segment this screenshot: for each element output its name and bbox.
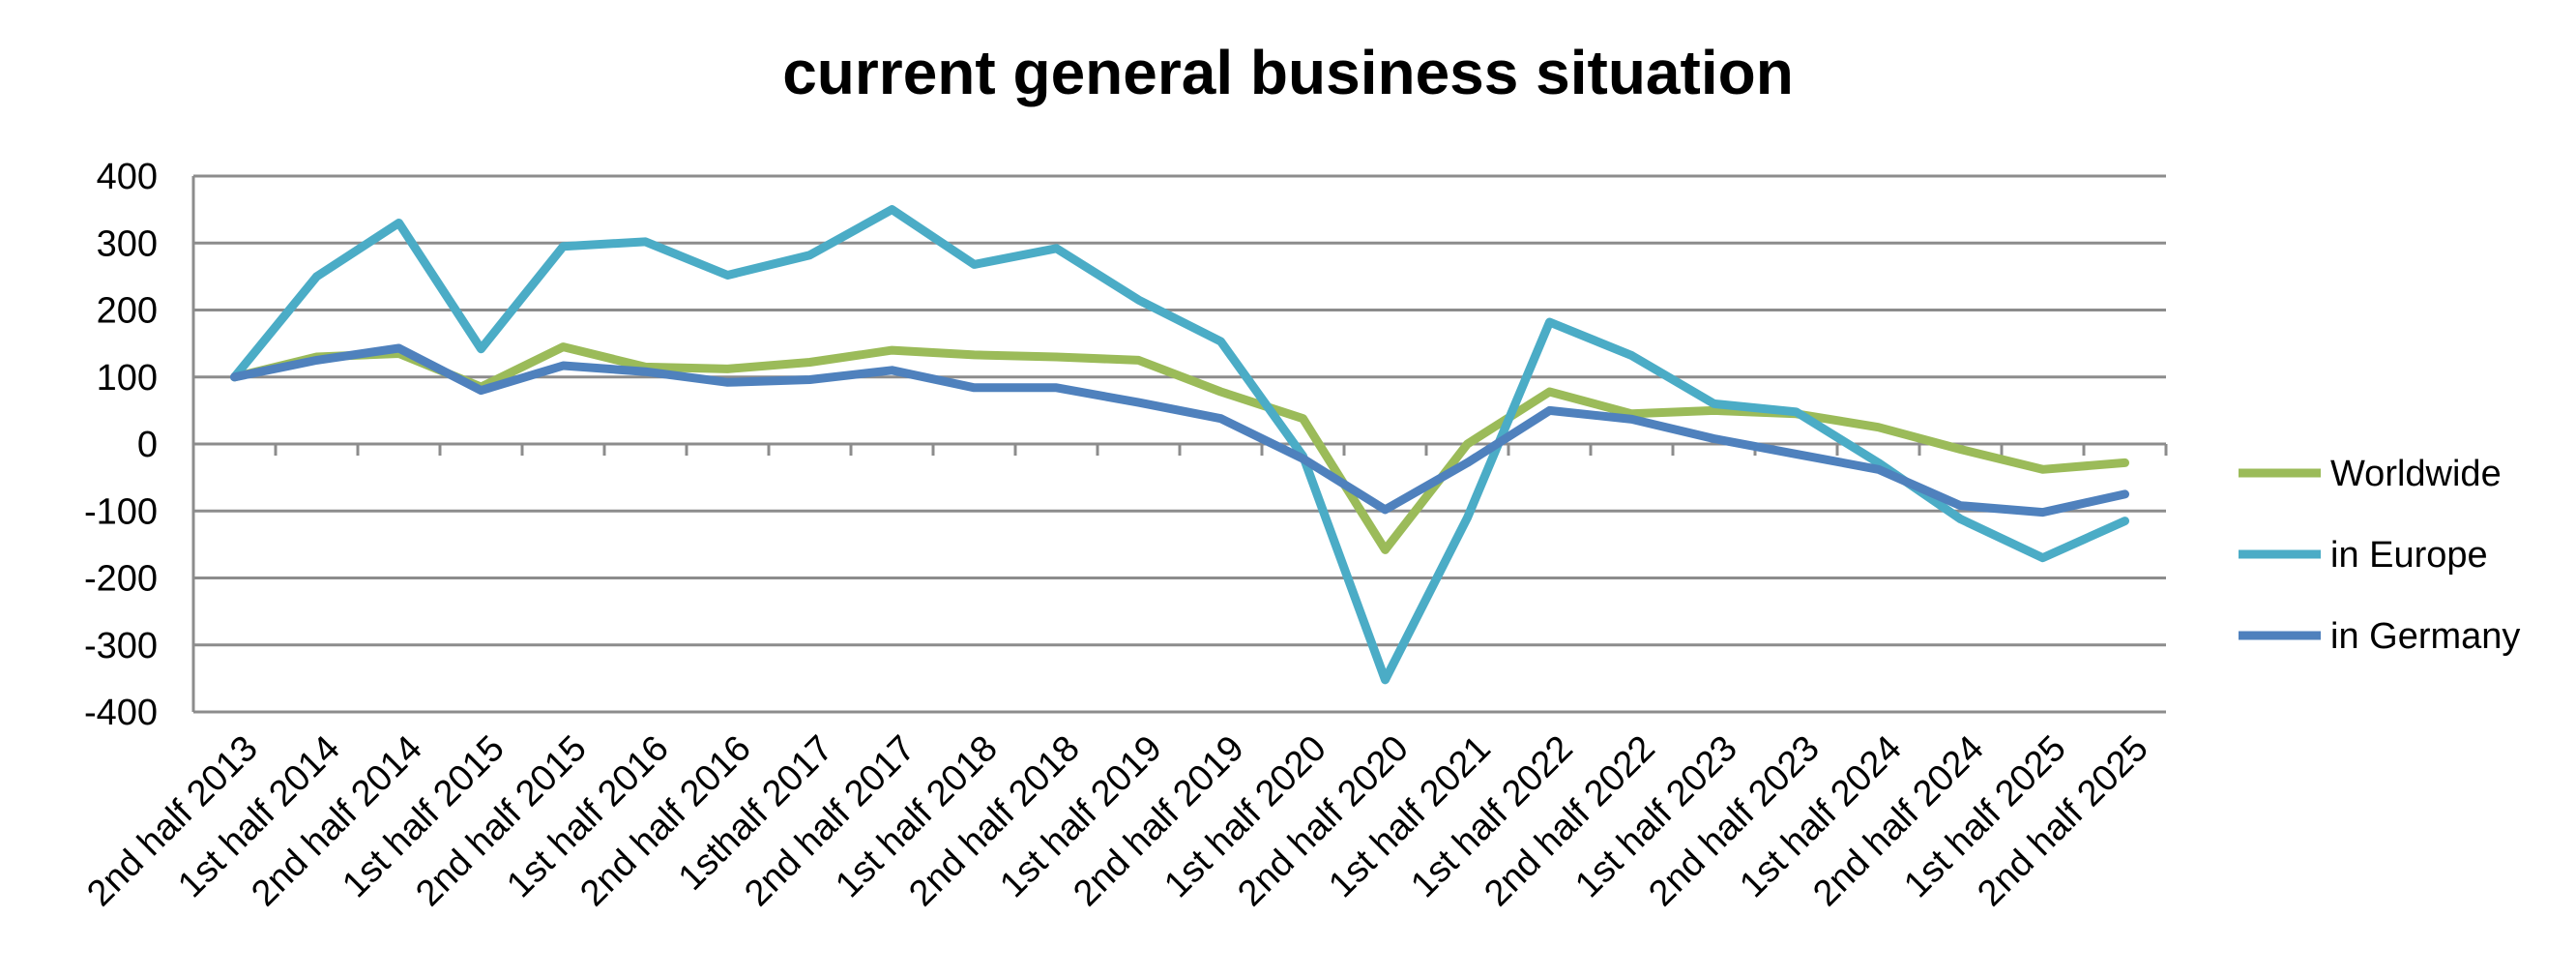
y-tick-label: 100 — [97, 358, 158, 399]
x-axis — [191, 176, 2168, 712]
y-tick-label: -100 — [84, 491, 158, 532]
legend-label-in-europe: in Europe — [2330, 535, 2488, 576]
series-line-in-germany — [230, 343, 2129, 518]
y-tick-label: -200 — [84, 559, 158, 600]
legend: Worldwide in Europe in Germany — [2239, 454, 2520, 657]
series-lines — [230, 205, 2129, 685]
chart-title: current general business situation — [782, 38, 1794, 107]
y-tick-label: 0 — [137, 425, 158, 465]
legend-label-in-germany: in Germany — [2330, 616, 2520, 657]
y-tick-label: 300 — [97, 223, 158, 264]
series-line-in-europe — [230, 205, 2129, 685]
y-tick-label: -400 — [84, 693, 158, 733]
legend-label-worldwide: Worldwide — [2330, 454, 2502, 494]
y-tick-label: 200 — [97, 291, 158, 332]
y-tick-label: 400 — [97, 157, 158, 197]
y-tick-label: -300 — [84, 626, 158, 666]
y-axis-labels: 400 300 200 100 0 -100 -200 -300 -400 — [84, 157, 158, 733]
